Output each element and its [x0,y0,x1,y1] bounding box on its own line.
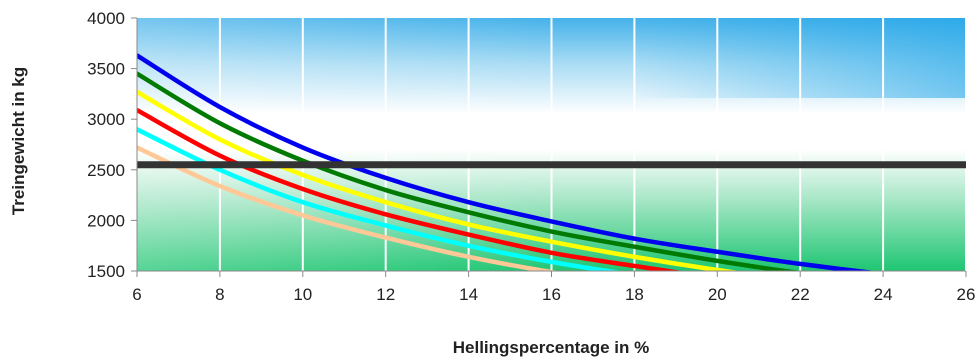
y-tick-label-3: 3000 [87,110,125,129]
y-tick-label-2: 2500 [87,161,125,180]
x-tick-label-6: 18 [625,285,644,304]
y-tick-label-4: 3500 [87,60,125,79]
x-tick-label-2: 10 [293,285,312,304]
series-lines [137,53,966,271]
series-line-3 [137,107,684,271]
y-axis-title: Treingewicht in kg [9,67,28,215]
x-tick-label-0: 6 [132,285,141,304]
y-tick-labels: 1500 2000 2500 3000 3500 4000 [87,9,125,281]
x-tick-label-7: 20 [708,285,727,304]
y-tick-label-0: 1500 [87,262,125,281]
series-line-1 [137,71,803,271]
y-tick-label-5: 4000 [87,9,125,28]
x-tick-label-4: 14 [459,285,478,304]
axes [131,17,967,277]
series-line-5 [137,145,560,271]
x-tick-label-5: 16 [542,285,561,304]
x-tick-label-3: 12 [376,285,395,304]
series-line-4 [137,127,623,271]
x-tick-label-8: 22 [791,285,810,304]
x-tick-label-9: 24 [874,285,893,304]
x-axis-title: Hellingspercentage in % [453,338,650,357]
x-tick-label-1: 8 [215,285,224,304]
vertical-gridlines [218,18,967,271]
x-tick-label-10: 26 [957,285,976,304]
x-tick-labels: 6 8 10 12 14 16 18 20 22 24 26 [132,285,975,304]
series-line-0 [137,53,877,271]
y-tick-label-1: 2000 [87,211,125,230]
